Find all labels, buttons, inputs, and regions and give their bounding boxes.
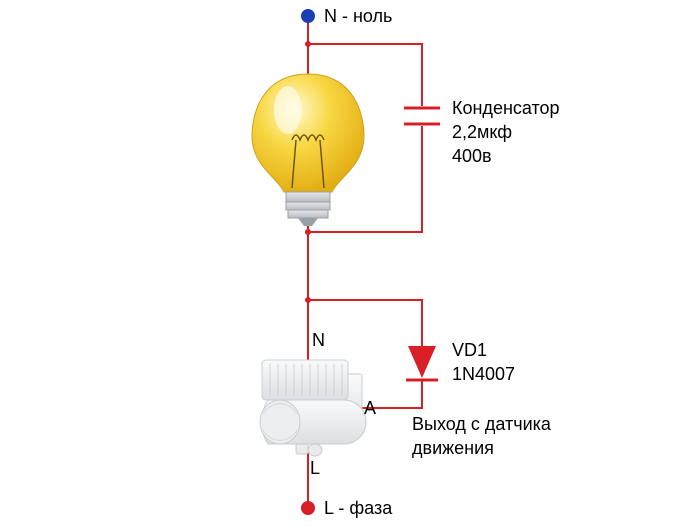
label-diode-2: 1N4007 bbox=[452, 364, 515, 385]
label-cap-3: 400в bbox=[452, 146, 492, 167]
label-sensor-out-2: движения bbox=[412, 438, 494, 459]
light-bulb bbox=[252, 74, 364, 226]
capacitor-symbol bbox=[404, 108, 440, 124]
wire-node bbox=[305, 229, 311, 235]
label-diode-1: VD1 bbox=[452, 340, 487, 361]
pin-label-l: L bbox=[310, 458, 320, 479]
label-cap-2: 2,2мкф bbox=[452, 122, 512, 143]
pin-label-a: A bbox=[364, 398, 376, 419]
diode-symbol bbox=[406, 346, 438, 380]
label-live: L - фаза bbox=[324, 498, 392, 519]
wire-node bbox=[305, 41, 311, 47]
label-neutral: N - ноль bbox=[324, 6, 392, 27]
wire-diode-top bbox=[308, 300, 422, 346]
terminal-neutral bbox=[301, 9, 315, 23]
terminal-live bbox=[301, 501, 315, 515]
motion-sensor bbox=[260, 360, 366, 456]
wire-node bbox=[305, 297, 311, 303]
label-sensor-out-1: Выход с датчика bbox=[412, 414, 551, 435]
label-cap-1: Конденсатор bbox=[452, 98, 560, 119]
pin-label-n: N bbox=[312, 330, 325, 351]
